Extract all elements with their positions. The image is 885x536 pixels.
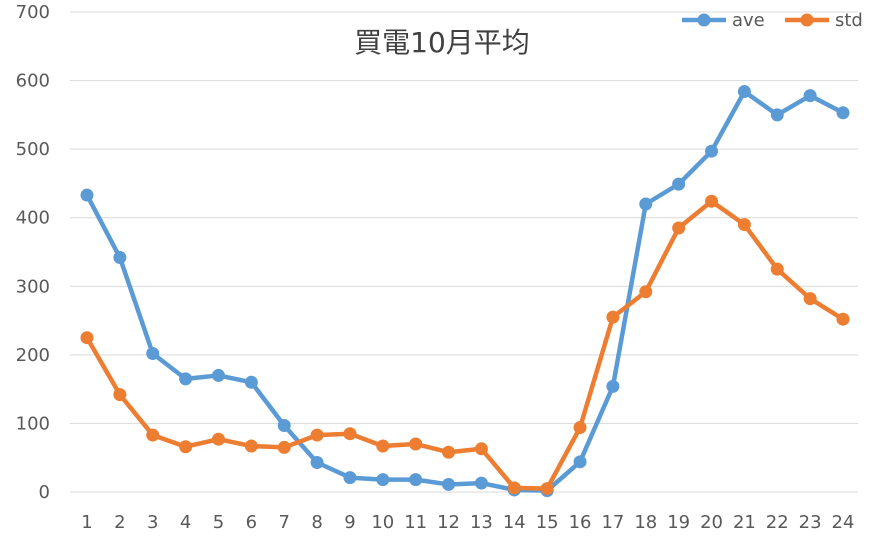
data-point-std xyxy=(376,439,390,453)
data-point-std xyxy=(179,440,193,454)
x-tick-label: 2 xyxy=(114,512,125,533)
x-tick-label: 23 xyxy=(799,512,822,533)
x-tick-label: 4 xyxy=(180,512,191,533)
x-tick-label: 20 xyxy=(700,512,723,533)
x-tick-label: 15 xyxy=(536,512,559,533)
data-point-std xyxy=(442,445,456,459)
x-tick-label: 11 xyxy=(404,512,427,533)
data-point-std xyxy=(770,262,784,276)
data-point-std xyxy=(573,421,587,435)
legend-label-std: std xyxy=(835,10,863,31)
y-axis-ticks: 0 100 200 300 400 500 600 700 xyxy=(16,2,50,503)
legend-label-ave: ave xyxy=(732,10,765,31)
x-tick-label: 14 xyxy=(503,512,526,533)
data-point-std xyxy=(244,439,258,453)
data-point-ave xyxy=(836,106,850,120)
legend-marker-ave xyxy=(697,13,711,27)
y-tick-label: 700 xyxy=(16,2,50,23)
x-tick-label: 16 xyxy=(569,512,592,533)
data-point-ave xyxy=(606,379,620,393)
data-point-ave xyxy=(474,476,488,490)
data-point-ave xyxy=(277,418,291,432)
data-point-ave xyxy=(639,197,653,211)
data-point-std xyxy=(737,218,751,232)
gridlines xyxy=(70,11,858,493)
data-point-ave xyxy=(770,108,784,122)
data-point-std xyxy=(343,427,357,441)
series-group xyxy=(80,85,850,498)
y-tick-label: 200 xyxy=(16,345,50,366)
x-tick-label: 5 xyxy=(213,512,224,533)
x-axis-ticks: 1 2 3 4 5 6 7 8 9 10 11 12 13 14 15 16 17 18 19 20 21 22 23 24 xyxy=(81,512,854,533)
y-tick-label: 600 xyxy=(16,71,50,92)
data-point-std xyxy=(507,481,521,495)
data-point-std xyxy=(803,292,817,306)
data-point-std xyxy=(639,285,653,299)
legend-marker-std xyxy=(800,13,814,27)
x-tick-label: 13 xyxy=(470,512,493,533)
x-tick-label: 3 xyxy=(147,512,158,533)
x-tick-label: 12 xyxy=(437,512,460,533)
data-point-ave xyxy=(409,473,423,487)
series-line-std xyxy=(85,199,845,491)
data-point-std xyxy=(113,388,127,402)
data-point-ave xyxy=(146,346,160,360)
y-tick-label: 500 xyxy=(16,139,50,160)
x-tick-label: 19 xyxy=(667,512,690,533)
x-tick-label: 6 xyxy=(246,512,257,533)
data-point-std xyxy=(672,221,686,235)
data-point-std xyxy=(474,442,488,456)
data-point-std xyxy=(310,428,324,442)
y-tick-label: 100 xyxy=(16,413,50,434)
x-tick-label: 18 xyxy=(634,512,657,533)
data-point-ave xyxy=(179,372,193,386)
x-tick-label: 22 xyxy=(766,512,789,533)
x-tick-label: 8 xyxy=(311,512,322,533)
data-point-ave xyxy=(705,144,719,158)
chart-title: 買電10月平均 xyxy=(354,26,530,59)
data-point-ave xyxy=(803,89,817,103)
data-point-std xyxy=(540,482,554,496)
data-point-std xyxy=(146,428,160,442)
data-point-ave xyxy=(211,368,225,382)
data-point-std xyxy=(409,437,423,451)
data-point-std xyxy=(836,312,850,326)
x-tick-label: 1 xyxy=(81,512,92,533)
x-tick-label: 24 xyxy=(832,512,855,533)
y-tick-label: 400 xyxy=(16,208,50,229)
data-point-ave xyxy=(573,455,587,469)
data-point-std xyxy=(606,310,620,324)
series-line-ave xyxy=(85,89,845,493)
data-point-ave xyxy=(737,85,751,99)
data-point-ave xyxy=(343,471,357,485)
data-point-ave xyxy=(244,375,258,389)
legend: ave std xyxy=(682,10,863,31)
data-point-std xyxy=(80,331,94,345)
data-point-ave xyxy=(442,477,456,491)
x-tick-label: 17 xyxy=(601,512,624,533)
x-tick-label: 21 xyxy=(733,512,756,533)
y-tick-label: 300 xyxy=(16,276,50,297)
data-point-std xyxy=(277,440,291,454)
x-tick-label: 9 xyxy=(344,512,355,533)
y-tick-label: 0 xyxy=(39,482,50,503)
data-point-ave xyxy=(80,188,94,202)
x-tick-label: 10 xyxy=(371,512,394,533)
data-point-ave xyxy=(672,177,686,191)
data-point-std xyxy=(211,432,225,446)
data-point-ave xyxy=(376,473,390,487)
data-point-std xyxy=(705,194,719,208)
data-point-ave xyxy=(310,456,324,470)
x-tick-label: 7 xyxy=(278,512,289,533)
data-point-ave xyxy=(113,250,127,264)
